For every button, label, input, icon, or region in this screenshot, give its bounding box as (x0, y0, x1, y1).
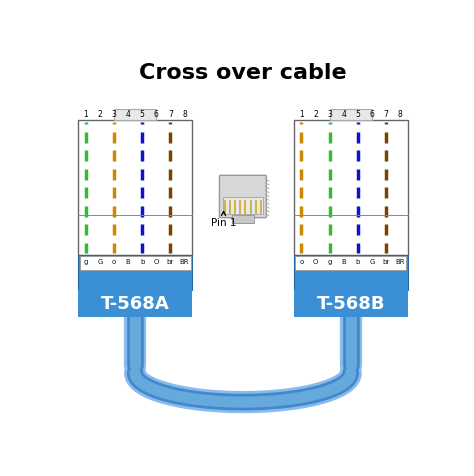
Text: 1: 1 (83, 110, 88, 119)
Text: 8: 8 (182, 110, 187, 119)
Text: BR: BR (180, 259, 189, 265)
FancyBboxPatch shape (219, 175, 266, 218)
Bar (78, 290, 192, 317)
Text: 7: 7 (383, 110, 388, 119)
Bar (295, 256, 406, 270)
Text: b: b (140, 259, 145, 265)
Text: O: O (154, 259, 159, 265)
Text: br: br (383, 259, 390, 265)
Bar (294, 120, 408, 255)
Text: 6: 6 (369, 110, 374, 119)
Bar (80, 256, 191, 270)
Bar (294, 290, 408, 317)
Text: br: br (167, 259, 174, 265)
Text: T-568B: T-568B (317, 295, 385, 313)
Text: 4: 4 (126, 110, 130, 119)
Text: 5: 5 (140, 110, 145, 119)
Text: T-568A: T-568A (101, 295, 170, 313)
Text: b: b (356, 259, 360, 265)
Text: 8: 8 (398, 110, 402, 119)
Bar (329, 109, 372, 120)
Bar (78, 120, 192, 255)
Bar (294, 255, 408, 290)
Text: 1: 1 (299, 110, 304, 119)
Text: 2: 2 (98, 110, 102, 119)
Text: B: B (341, 259, 346, 265)
Text: B: B (126, 259, 130, 265)
Bar (78, 255, 192, 290)
Text: Pin 1: Pin 1 (210, 211, 236, 228)
Text: G: G (369, 259, 374, 265)
Text: 5: 5 (356, 110, 360, 119)
Text: O: O (313, 259, 318, 265)
Text: 2: 2 (313, 110, 318, 119)
Text: 3: 3 (111, 110, 117, 119)
Text: o: o (299, 259, 303, 265)
Bar (232, 215, 254, 223)
Text: 6: 6 (154, 110, 159, 119)
Text: G: G (97, 259, 102, 265)
Text: 4: 4 (341, 110, 346, 119)
Text: 7: 7 (168, 110, 173, 119)
Bar (114, 109, 156, 120)
Bar (223, 197, 263, 214)
Text: BR: BR (395, 259, 405, 265)
Text: 3: 3 (327, 110, 332, 119)
Text: g: g (83, 259, 88, 265)
Text: o: o (112, 259, 116, 265)
Text: g: g (328, 259, 332, 265)
Text: Cross over cable: Cross over cable (139, 63, 347, 83)
